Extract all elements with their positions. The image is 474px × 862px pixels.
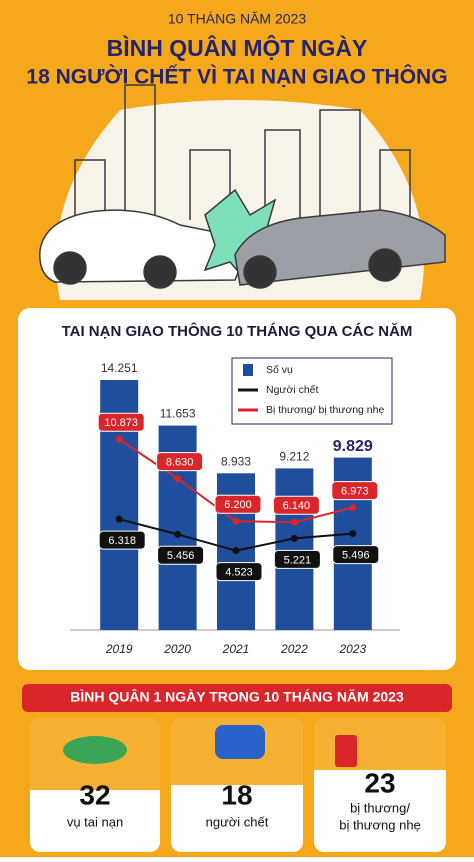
icon [335,735,357,767]
x-tick-label: 2021 [222,642,250,656]
data-label: 6.318 [108,535,136,547]
label-box [332,545,380,565]
point [174,530,182,538]
data-label: 6.140 [283,500,311,512]
data-label: 9.829 [333,438,373,455]
label-box [331,481,379,501]
stat-label: bị thương nhẹ [339,817,421,832]
icon [63,736,127,764]
label-box [156,452,204,472]
label-box [157,545,205,565]
stat-value: 18 [221,779,252,810]
stat-label: người chết [206,814,269,829]
data-label: 9.212 [279,450,309,464]
point [115,435,123,443]
label-box [215,562,263,582]
x-tick-label: 2022 [280,642,308,656]
point [115,515,123,523]
label-box [98,530,146,550]
data-label: 6.200 [224,499,252,511]
headline: BÌNH QUÂN MỘT NGÀY [107,34,368,61]
kicker: 10 THÁNG NĂM 2023 [168,11,306,27]
stat-value: 23 [364,767,395,798]
headline: 18 NGƯỜI CHẾT VÌ TAI NẠN GIAO THÔNG [26,65,447,89]
legend-label: Số vụ [266,364,293,376]
point [290,534,298,542]
data-label: 14.251 [101,361,138,375]
stat-value: 32 [79,779,110,810]
point [290,518,298,526]
stat-label: bị thương/ [350,800,410,815]
point [349,504,357,512]
bar [275,468,314,630]
data-label: 8.630 [166,457,194,469]
x-tick-label: 2019 [105,642,133,656]
point [232,517,240,525]
data-label: 5.221 [284,554,312,566]
label-box [97,412,145,432]
label-box [214,494,262,514]
label-box [272,495,320,515]
chart-title: TAI NẠN GIAO THÔNG 10 THÁNG QUA CÁC NĂM [62,322,413,340]
data-label: 11.653 [160,407,196,421]
section-title: BÌNH QUÂN 1 NGÀY TRONG 10 THÁNG NĂM 2023 [70,688,404,705]
x-tick-label: 2020 [163,642,191,656]
section-header [22,684,452,712]
illustration [39,84,446,300]
legend [231,357,393,425]
legend-swatch [243,364,253,376]
data-label: 5.496 [342,549,370,561]
legend-label: Người chết [266,384,319,396]
point [232,547,240,555]
panel-art [314,718,446,770]
data-label: 10.873 [104,417,138,429]
legend-label: Bị thương/ bị thương nhẹ [266,404,384,416]
point [349,530,357,538]
data-label: 4.523 [225,567,253,579]
chart: TAI NẠN GIAO THÔNG 10 THÁNG QUA CÁC NĂM … [62,322,413,656]
data-label: 5.456 [167,550,195,562]
point [174,475,182,483]
data-label: 6.973 [341,486,369,498]
label-box [273,549,321,569]
x-tick-label: 2023 [338,642,366,656]
daily-panels: 32 vụ tai nạn 18 người chết 23 bị thương… [30,718,446,852]
data-label: 8.933 [221,454,251,468]
stat-label: vụ tai nạn [67,814,123,829]
icon [215,725,265,759]
